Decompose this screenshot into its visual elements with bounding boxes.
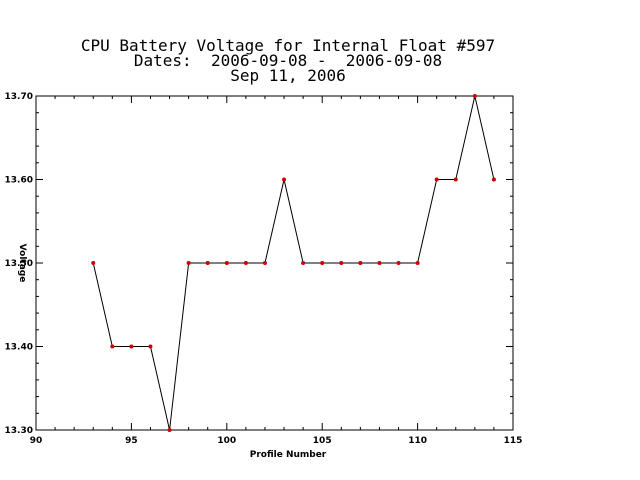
data-point [129,344,134,349]
data-point [434,177,439,182]
x-tick-labels: 90 95 100 105 110 115 [30,436,523,446]
data-point [453,177,458,182]
data-point [301,261,306,265]
data-point [243,261,248,265]
data-point [224,261,229,265]
y-tick-label: 13.30 [5,426,33,436]
chart-date: Sep 11, 2006 [230,66,346,85]
data-point [167,428,172,432]
x-tick-label: 90 [30,436,43,446]
x-axis-label: Profile Number [250,450,327,460]
data-point [282,177,287,182]
series-group [91,94,496,432]
tick-marks [35,95,514,431]
y-axis-label: Voltage [17,244,27,283]
data-point [491,177,496,182]
x-tick-label: 95 [125,436,138,446]
x-tick-label: 100 [217,436,236,446]
data-point [377,261,382,265]
data-point [358,261,363,265]
x-tick-label: 110 [408,436,427,446]
data-point [205,261,210,265]
data-point [110,344,115,349]
chart-title: CPU Battery Voltage for Internal Float #… [80,36,496,55]
y-tick-label: 13.70 [5,92,33,102]
y-tick-labels: 13.30 13.40 13.50 13.60 13.70 [5,92,33,436]
data-point [339,261,344,265]
y-tick-label: 13.60 [5,176,33,186]
data-point [472,94,477,98]
y-tick-label: 13.40 [5,343,33,353]
y-tick-label: 13.50 [5,259,33,269]
x-tick-label: 115 [504,436,523,446]
data-point [262,261,267,265]
data-point [186,261,191,265]
x-tick-label: 105 [313,436,332,446]
data-point [415,261,420,265]
series-line [92,95,495,431]
chart-subtitle: Dates: 2006-09-08 - 2006-09-08 [133,51,443,70]
plot-frame [35,95,514,431]
data-point [320,261,325,265]
data-point [148,344,153,349]
data-point [396,261,401,265]
data-point [91,261,96,265]
